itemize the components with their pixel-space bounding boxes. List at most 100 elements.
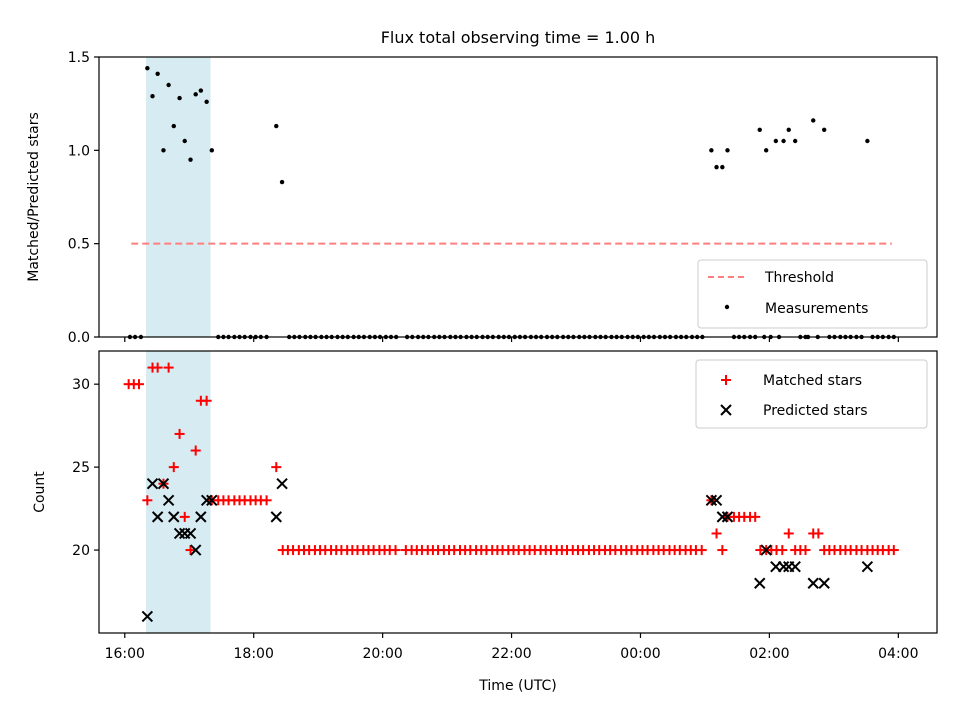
measurement-point (182, 138, 187, 144)
measurement-point (865, 138, 870, 144)
x-tick-label: 22:00 (491, 646, 531, 662)
measurement-point (709, 148, 714, 153)
x-tick-label: 00:00 (620, 646, 660, 662)
predicted-star-point (861, 560, 874, 573)
matched-star-point (696, 545, 707, 556)
measurement-point (763, 148, 769, 153)
top-y-tick-label: 0.0 (68, 330, 90, 346)
matched-star-point (152, 362, 163, 373)
predicted-star-point (200, 494, 213, 507)
bottom-shaded-interval (146, 351, 211, 633)
bottom-panel-marks (123, 362, 899, 623)
top-shaded-interval (146, 57, 211, 337)
legend-measurements-swatch (724, 304, 730, 310)
top-panel-ticks: 0.0 0.5 1.0 1.5 (68, 50, 899, 346)
matched-star-point (777, 545, 788, 556)
x-tick-label: 16:00 (105, 646, 145, 662)
top-y-tick-label: 1.0 (68, 143, 90, 159)
matched-star-point (783, 528, 794, 539)
measurement-point (821, 127, 827, 132)
matched-star-point (190, 445, 201, 456)
matched-star-point (168, 462, 179, 473)
predicted-star-point (276, 477, 288, 490)
predicted-star-point (146, 477, 159, 490)
chart-title: Flux total observing time = 1.00 h (381, 28, 656, 47)
measurement-point (198, 88, 204, 93)
predicted-star-point (162, 494, 175, 507)
matched-star-point (813, 528, 824, 539)
top-y-tick-label: 0.5 (68, 237, 90, 253)
predicted-star-point (754, 577, 766, 589)
predicted-star-point (173, 527, 186, 540)
measurement-point (773, 138, 779, 144)
predicted-star-point (184, 527, 197, 540)
legend-matched-swatch (721, 375, 731, 385)
top-panel-frame (98, 56, 938, 338)
legend-x-marker (720, 404, 732, 416)
measurement-point (792, 138, 798, 144)
measurement-point (279, 179, 285, 185)
predicted-star-point (777, 560, 790, 573)
measurement-point (177, 95, 182, 101)
legend-plus-marker (721, 375, 731, 385)
bottom-y-tick-label: 25 (72, 460, 90, 476)
measurement-point (781, 138, 786, 144)
predicted-star-point (705, 494, 718, 507)
measurement-point (725, 148, 730, 153)
measurement-point (757, 127, 762, 132)
measurement-point (150, 94, 155, 99)
x-tick-label: 18:00 (234, 646, 274, 662)
measurement-point (161, 148, 166, 153)
legend-predicted-label: Predicted stars (763, 403, 868, 419)
legend-measurements-label: Measurements (765, 301, 868, 317)
matched-star-point (271, 462, 282, 473)
x-tick-label: 02:00 (749, 646, 789, 662)
predicted-star-point (807, 577, 819, 589)
predicted-star-point (760, 544, 772, 556)
predicted-star-point (195, 511, 207, 523)
matched-star-point (201, 395, 212, 406)
measurement-point (193, 92, 198, 97)
predicted-star-point (206, 494, 218, 507)
predicted-star-point (710, 494, 723, 507)
top-panel: 0.0 0.5 1.0 1.5 Flux total observing time =… (26, 28, 938, 346)
predicted-star-point (789, 560, 801, 573)
predicted-star-point (141, 610, 154, 623)
top-legend: Threshold Measurements (697, 259, 928, 329)
predicted-star-point (716, 511, 729, 523)
bottom-legend: Matched stars Predicted stars (695, 359, 928, 429)
x-tick-label: 20:00 (362, 646, 402, 662)
matched-star-point (174, 428, 185, 439)
predicted-star-point (189, 544, 202, 556)
measurement-point (145, 66, 150, 71)
matched-star-point (133, 379, 144, 390)
matched-star-point (800, 545, 811, 556)
matched-star-point (717, 545, 728, 556)
measurement-point (209, 148, 215, 153)
measurement-point (155, 71, 160, 77)
x-axis-label: Time (UTC) (478, 678, 556, 694)
matched-star-point (261, 495, 272, 506)
matched-star-point (750, 511, 761, 522)
matched-star-point (163, 362, 174, 373)
bottom-y-axis-label: Count (32, 471, 48, 513)
matched-star-point (185, 545, 196, 556)
measurement-point (811, 118, 816, 123)
matched-star-point (142, 495, 153, 506)
bottom-panel: 20 25 30 16:00 18:00 20:00 22:00 00:00 02:00 04:0… (32, 350, 938, 694)
legend-predicted-swatch (720, 404, 732, 416)
measurement-point (714, 164, 719, 170)
predicted-star-point (168, 511, 180, 523)
bottom-panel-ticks: 20 25 30 16:00 18:00 20:00 22:00 00:00 02:00 04:0… (72, 377, 918, 662)
matched-star-point (711, 528, 722, 539)
predicted-star-point (157, 477, 170, 490)
predicted-star-point (151, 511, 164, 523)
measurement-point (171, 123, 176, 129)
predicted-star-point (270, 511, 282, 523)
matched-star-point (179, 511, 190, 522)
measurement-point (720, 164, 725, 170)
measurement-point (204, 99, 209, 105)
legend-threshold-label: Threshold (764, 270, 834, 286)
predicted-star-point (818, 577, 830, 589)
